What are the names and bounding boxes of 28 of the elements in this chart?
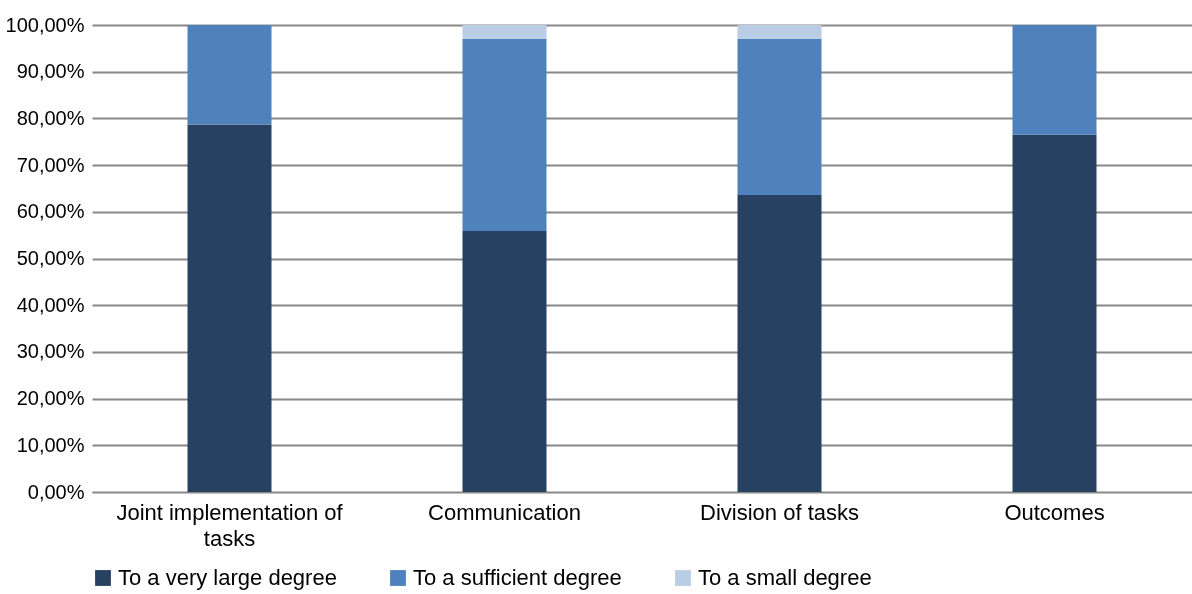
bar: [737, 39, 822, 195]
y-tick-label: 100,00%: [5, 13, 85, 36]
y-tick-label: 60,00%: [16, 200, 85, 223]
y-tick-label: 50,00%: [16, 247, 85, 269]
y-tick-label: 10,00%: [16, 433, 85, 456]
bar: [1012, 25, 1097, 135]
legend-label: To a sufficient degree: [413, 565, 622, 590]
bar: [462, 230, 547, 492]
x-tick-label: Communication: [428, 499, 581, 525]
legend-label: To a very large degree: [118, 565, 337, 590]
y-tick-label: 90,00%: [16, 60, 85, 83]
bar: [737, 25, 822, 40]
x-tick-label: Division of tasks: [700, 499, 859, 525]
y-tick-label: 30,00%: [16, 340, 85, 363]
y-tick-label: 80,00%: [16, 106, 85, 129]
bar: [737, 194, 822, 492]
y-tick-label: 70,00%: [16, 153, 85, 176]
y-tick-label: 20,00%: [16, 387, 85, 410]
y-tick-label: 40,00%: [16, 293, 85, 316]
bar: [187, 25, 272, 125]
bar: [187, 124, 272, 492]
bar: [1012, 134, 1097, 492]
x-tick-label: Outcomes: [1004, 499, 1105, 525]
bar: [462, 39, 547, 231]
bar: [462, 25, 547, 40]
legend-label: To a small degree: [698, 565, 872, 590]
x-tick-label: Joint implementation of tasks: [116, 499, 344, 551]
y-tick-label: 0,00%: [27, 480, 85, 503]
